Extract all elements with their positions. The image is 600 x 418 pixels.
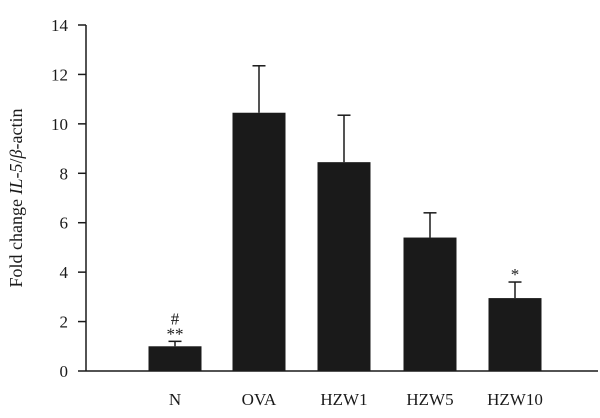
bar-hzw1 [317, 162, 371, 371]
x-tick-label-hzw10: HZW10 [487, 390, 543, 409]
x-tick-label-ova: OVA [242, 390, 277, 409]
y-tick-label-4: 4 [60, 263, 69, 282]
y-axis-title-suffix: -actin [6, 109, 26, 150]
significance-hzw10-0: * [511, 265, 520, 284]
bar-ova [232, 112, 286, 371]
bar-n [148, 346, 202, 371]
y-tick-label-12: 12 [51, 65, 68, 84]
x-tick-label-hzw5: HZW5 [406, 390, 453, 409]
y-axis-title-greek: β [6, 149, 26, 159]
x-tick-label-hzw1: HZW1 [320, 390, 367, 409]
y-tick-label-10: 10 [51, 115, 68, 134]
y-axis-title-gene: IL-5 [6, 163, 26, 195]
bar-hzw5 [403, 237, 457, 371]
y-axis-title-prefix: Fold change [6, 194, 26, 287]
y-tick-label-0: 0 [60, 362, 69, 381]
y-tick-label-8: 8 [60, 164, 69, 183]
y-tick-label-2: 2 [60, 313, 69, 332]
significance-n-1: ** [167, 324, 184, 343]
y-tick-label-6: 6 [60, 214, 69, 233]
significance-n-0: # [171, 309, 180, 328]
bar-hzw10 [488, 298, 542, 371]
y-tick-label-14: 14 [51, 16, 69, 35]
y-axis-title-separator: / [6, 158, 26, 163]
x-tick-label-n: N [169, 390, 181, 409]
y-axis-title: Fold change IL-5/β-actin [6, 109, 26, 288]
